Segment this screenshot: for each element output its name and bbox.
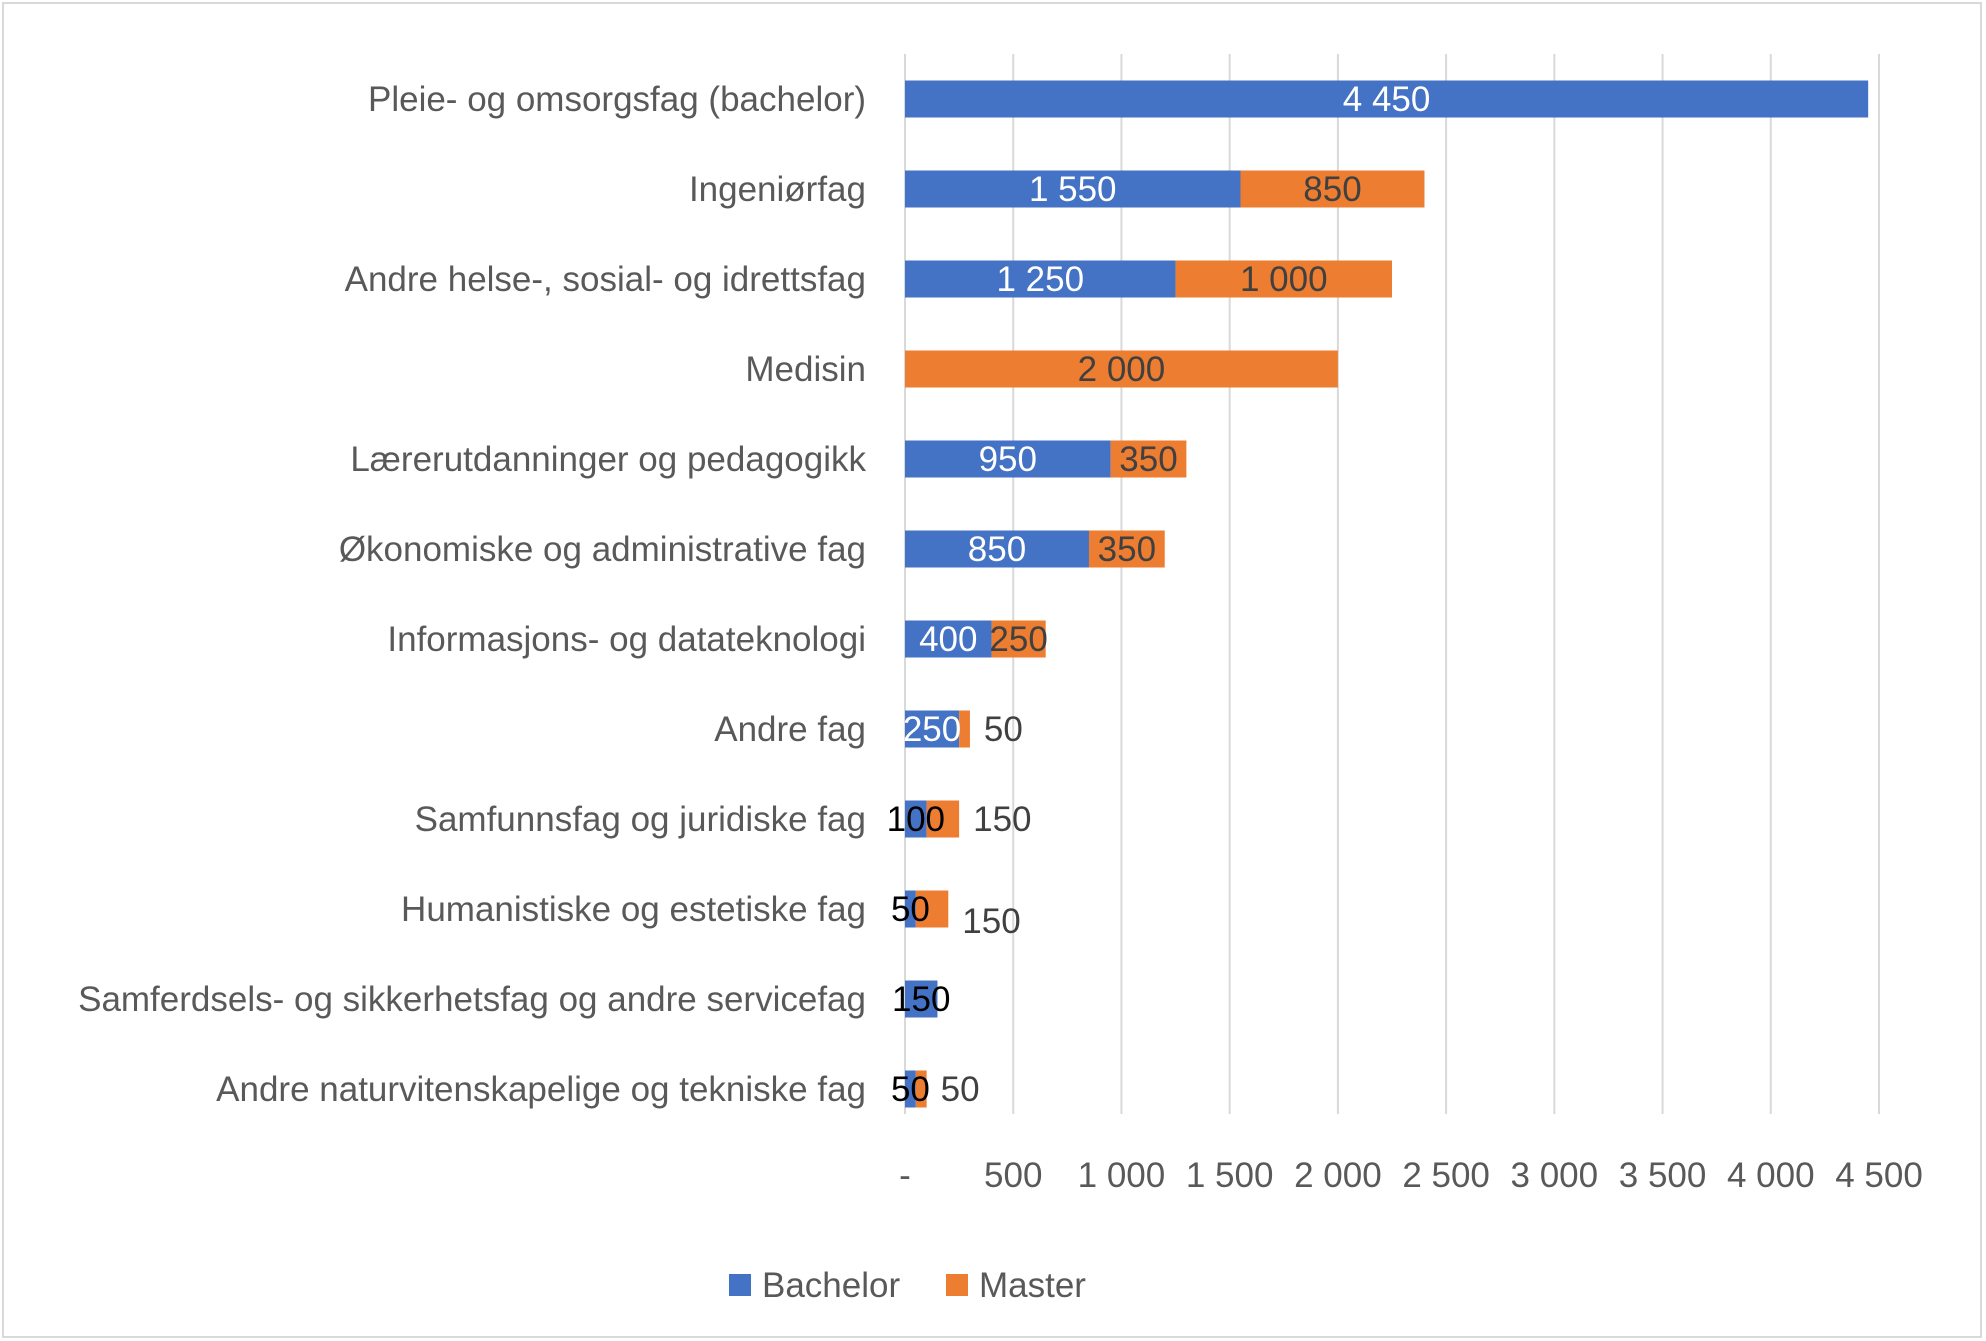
legend-label-bachelor: Bachelor bbox=[762, 1266, 900, 1305]
bar-bachelor bbox=[905, 890, 916, 928]
x-tick-label: - bbox=[899, 1156, 911, 1195]
bar-master bbox=[1240, 170, 1425, 208]
legend-swatch-bachelor bbox=[729, 1274, 751, 1296]
bar-master bbox=[1088, 530, 1165, 568]
data-label-master: 50 bbox=[941, 1070, 980, 1109]
category-label: Informasjons- og datateknologi bbox=[387, 620, 866, 659]
chart-svg: 4 450 1 550 850 1 250 1 000 2 000 950 350 850 350… bbox=[78, 54, 1923, 1305]
data-label-master: 850 bbox=[1303, 170, 1361, 209]
x-tick-label: 3 000 bbox=[1511, 1156, 1599, 1195]
bar-bachelor bbox=[905, 170, 1241, 208]
bar-master bbox=[926, 800, 960, 838]
bar-bachelor bbox=[905, 1070, 916, 1108]
bar-bachelor bbox=[905, 980, 938, 1018]
category-label: Humanistiske og estetiske fag bbox=[401, 890, 866, 929]
x-tick-label: 4 500 bbox=[1835, 1156, 1923, 1195]
bar-master bbox=[905, 350, 1338, 388]
category-label: Økonomiske og administrative fag bbox=[339, 530, 866, 569]
data-label-bachelor: 850 bbox=[968, 530, 1026, 569]
data-label-bachelor: 50 bbox=[891, 890, 930, 929]
category-label: Andre fag bbox=[714, 710, 866, 749]
data-label-bachelor: 950 bbox=[979, 440, 1037, 479]
bar-bachelor bbox=[905, 710, 960, 748]
bar-master bbox=[1110, 440, 1187, 478]
data-label-master: 150 bbox=[962, 902, 1020, 941]
data-label-master: 350 bbox=[1098, 530, 1156, 569]
x-tick-label: 1 500 bbox=[1186, 1156, 1274, 1195]
data-label-master: 350 bbox=[1119, 440, 1177, 479]
bar-bachelor bbox=[905, 260, 1176, 298]
gridlines bbox=[904, 54, 1880, 1114]
bar-master bbox=[991, 620, 1046, 658]
x-tick-label: 3 500 bbox=[1619, 1156, 1707, 1195]
data-label-bachelor: 1 550 bbox=[1029, 170, 1117, 209]
category-label: Pleie- og omsorgsfag (bachelor) bbox=[368, 80, 866, 119]
category-label: Samferdsels- og sikkerhetsfag og andre s… bbox=[78, 980, 866, 1019]
x-tick-label: 500 bbox=[984, 1156, 1042, 1195]
data-label-master: 250 bbox=[989, 620, 1047, 659]
bar-bachelor bbox=[905, 800, 927, 838]
category-labels: Pleie- og omsorgsfag (bachelor) Ingeniørf… bbox=[78, 80, 866, 1109]
category-label: Samfunnsfag og juridiske fag bbox=[415, 800, 866, 839]
data-label-master: 1 000 bbox=[1240, 260, 1328, 299]
bar-bachelor bbox=[905, 80, 1869, 118]
data-label-bachelor: 100 bbox=[887, 800, 945, 839]
data-label-bachelor: 150 bbox=[892, 980, 950, 1019]
bar-bachelor bbox=[905, 620, 992, 658]
legend-label-master: Master bbox=[979, 1266, 1086, 1305]
legend: Bachelor Master bbox=[729, 1266, 1086, 1305]
data-label-master: 2 000 bbox=[1078, 350, 1166, 389]
x-tick-label: 2 000 bbox=[1294, 1156, 1382, 1195]
category-label: Lærerutdanninger og pedagogikk bbox=[350, 440, 866, 479]
category-label: Andre helse-, sosial- og idrettsfag bbox=[345, 260, 866, 299]
data-label-master: 150 bbox=[973, 800, 1031, 839]
category-label: Andre naturvitenskapelige og tekniske fa… bbox=[216, 1070, 866, 1109]
bar-master bbox=[959, 710, 970, 748]
data-labels: 4 450 1 550 850 1 250 1 000 2 000 950 350 850 350… bbox=[887, 80, 1431, 1109]
data-label-bachelor: 250 bbox=[903, 710, 961, 749]
bar-bachelor bbox=[905, 530, 1089, 568]
category-label: Medisin bbox=[745, 350, 866, 389]
category-label: Ingeniørfag bbox=[689, 170, 866, 209]
x-tick-label: 1 000 bbox=[1078, 1156, 1166, 1195]
data-label-bachelor: 400 bbox=[919, 620, 977, 659]
bar-master bbox=[915, 890, 949, 928]
legend-swatch-master bbox=[946, 1274, 968, 1296]
data-label-bachelor: 4 450 bbox=[1343, 80, 1431, 119]
x-tick-label: 4 000 bbox=[1727, 1156, 1815, 1195]
data-label-master: 50 bbox=[984, 710, 1023, 749]
bar-master bbox=[915, 1070, 927, 1108]
data-label-bachelor: 50 bbox=[891, 1070, 930, 1109]
bar-master bbox=[1175, 260, 1392, 298]
bars bbox=[905, 80, 1869, 1108]
bar-bachelor bbox=[905, 440, 1111, 478]
x-tick-label: 2 500 bbox=[1402, 1156, 1490, 1195]
data-label-bachelor: 1 250 bbox=[996, 260, 1084, 299]
x-axis-tick-labels: - 500 1 000 1 500 2 000 2 500 3 000 3 500 4 000 4… bbox=[899, 1156, 1923, 1195]
